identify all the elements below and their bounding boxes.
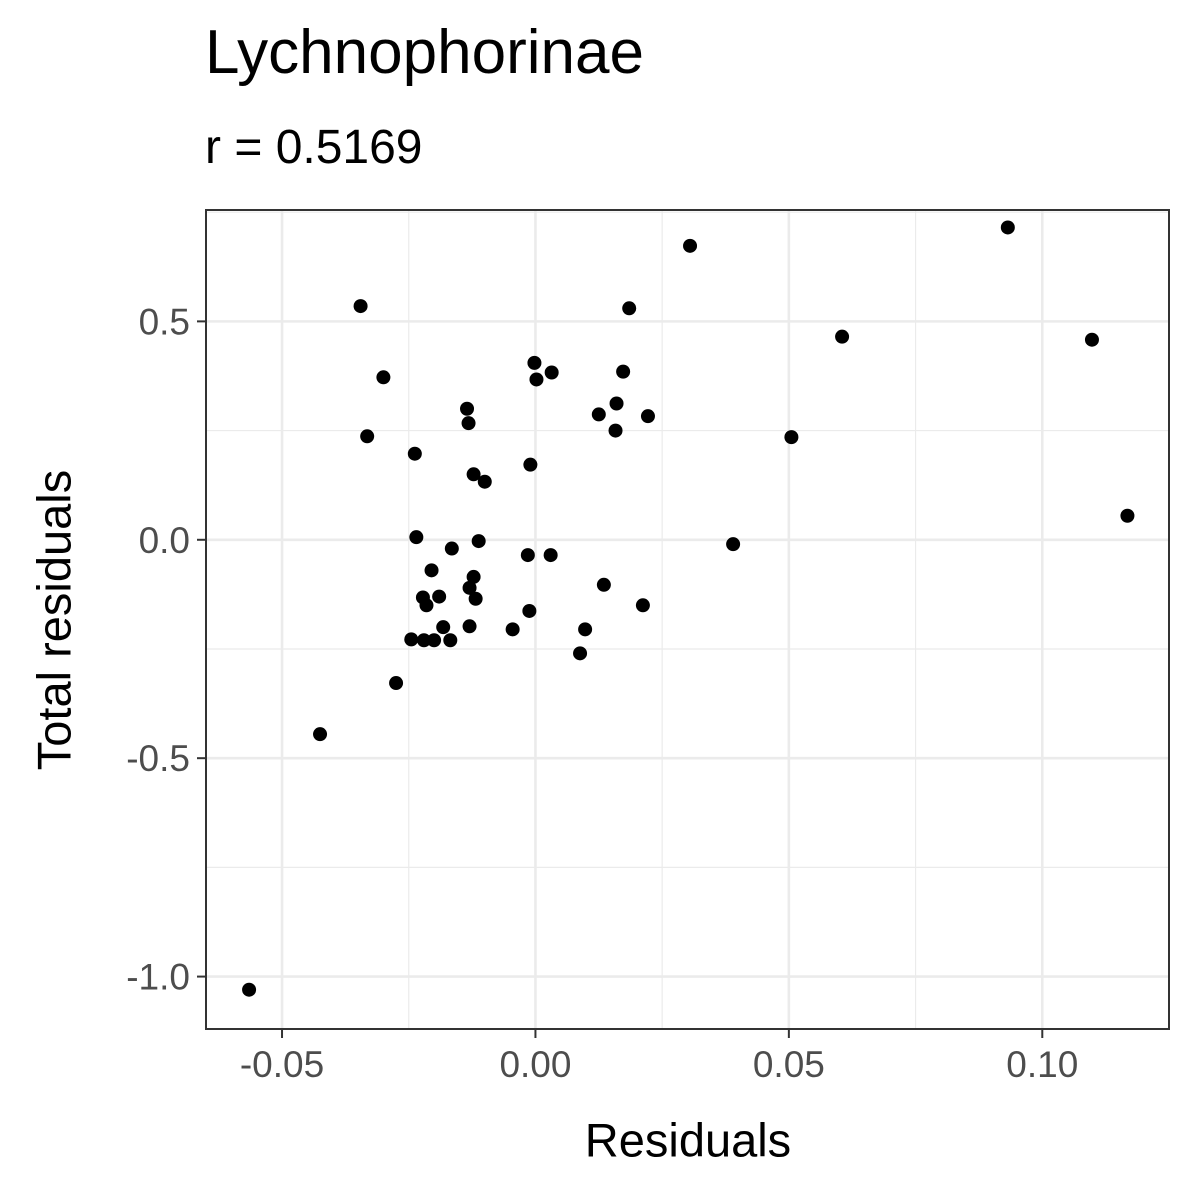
data-point bbox=[835, 329, 850, 344]
data-point bbox=[432, 589, 447, 604]
data-point bbox=[608, 423, 623, 438]
axis-ticks: -0.05 0.00 0.05 0.10 -1.0 -0.5 0.0 0.5 bbox=[126, 301, 1078, 1085]
data-point bbox=[1084, 332, 1099, 347]
data-point bbox=[477, 474, 492, 489]
data-point bbox=[544, 365, 559, 380]
data-point bbox=[471, 534, 486, 549]
data-point bbox=[436, 620, 451, 635]
data-point bbox=[573, 646, 588, 661]
data-point bbox=[462, 619, 477, 634]
x-tick-label: -0.05 bbox=[240, 1044, 324, 1085]
data-point bbox=[784, 430, 799, 445]
y-tick-label: 0.5 bbox=[139, 301, 190, 342]
data-point bbox=[466, 569, 481, 584]
data-point bbox=[427, 633, 442, 648]
data-point bbox=[443, 633, 458, 648]
chart-title: Lychnophorinae bbox=[205, 18, 644, 87]
chart-subtitle: r = 0.5169 bbox=[205, 121, 423, 174]
data-point bbox=[1120, 508, 1135, 523]
major-grid bbox=[206, 210, 1169, 1029]
data-point bbox=[389, 676, 404, 691]
minor-grid bbox=[206, 210, 1170, 1029]
data-point bbox=[461, 416, 476, 431]
data-point bbox=[596, 577, 611, 592]
y-tick-label: -0.5 bbox=[126, 738, 190, 779]
x-tick-label: 0.00 bbox=[499, 1044, 571, 1085]
data-point bbox=[468, 591, 483, 606]
data-point bbox=[522, 603, 537, 618]
data-point bbox=[505, 622, 520, 637]
data-point bbox=[419, 598, 434, 613]
data-point bbox=[527, 355, 542, 370]
panel-background bbox=[206, 210, 1169, 1029]
data-point bbox=[635, 598, 650, 613]
data-point bbox=[616, 364, 631, 379]
data-point bbox=[424, 563, 439, 578]
y-tick-label: 0.0 bbox=[139, 520, 190, 561]
data-point bbox=[376, 370, 391, 385]
data-point bbox=[520, 548, 535, 563]
data-points bbox=[242, 220, 1135, 997]
data-point bbox=[683, 238, 698, 253]
data-point bbox=[313, 727, 328, 742]
data-point bbox=[416, 633, 431, 648]
data-point bbox=[578, 622, 593, 637]
data-point bbox=[529, 372, 544, 387]
data-point bbox=[622, 301, 637, 316]
data-point bbox=[353, 299, 368, 314]
data-point bbox=[466, 467, 481, 482]
data-point bbox=[360, 429, 375, 444]
data-point bbox=[444, 541, 459, 556]
data-point bbox=[407, 446, 422, 461]
data-point bbox=[462, 580, 477, 595]
data-point bbox=[409, 530, 424, 545]
data-point bbox=[242, 982, 257, 997]
panel-border bbox=[205, 209, 1170, 1030]
data-point bbox=[404, 632, 419, 647]
x-tick-label: 0.10 bbox=[1006, 1044, 1078, 1085]
data-point bbox=[543, 548, 558, 563]
y-tick-label: -1.0 bbox=[126, 957, 190, 998]
x-tick-label: 0.05 bbox=[753, 1044, 825, 1085]
data-point bbox=[640, 409, 655, 424]
data-point bbox=[726, 537, 741, 552]
data-point bbox=[591, 407, 606, 422]
data-point bbox=[523, 457, 538, 472]
data-point bbox=[460, 401, 475, 416]
x-axis-label: Residuals bbox=[584, 1113, 792, 1167]
data-point bbox=[609, 396, 624, 411]
data-point bbox=[1000, 220, 1015, 235]
